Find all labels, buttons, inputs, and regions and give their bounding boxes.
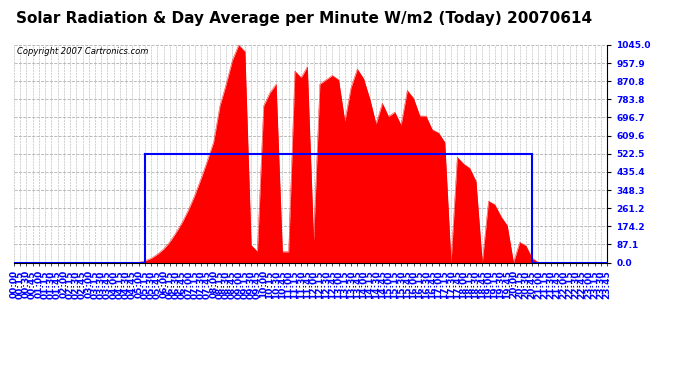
Text: Solar Radiation & Day Average per Minute W/m2 (Today) 20070614: Solar Radiation & Day Average per Minute… (16, 11, 591, 26)
Text: Copyright 2007 Cartronics.com: Copyright 2007 Cartronics.com (17, 47, 148, 56)
